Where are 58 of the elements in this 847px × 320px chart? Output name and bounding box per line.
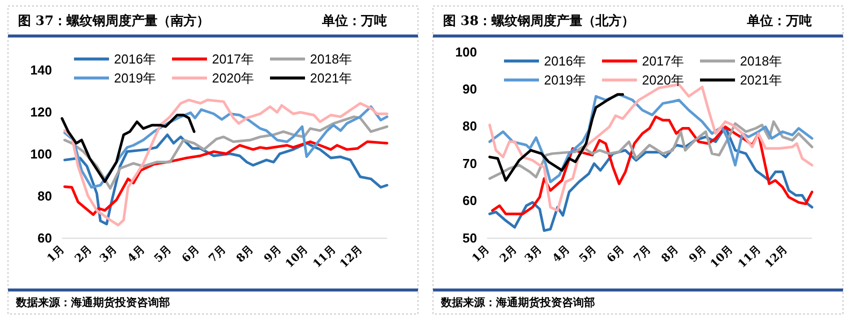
x-tick-label: 10月 [282,242,311,270]
legend-label: 2017年 [212,52,254,67]
source-note: 数据来源：海通期货投资咨询部 [440,296,595,309]
x-tick-label: 7月 [206,242,228,266]
y-tick-label: 80 [462,118,477,134]
legend-label: 2018年 [740,54,782,69]
chart-title: 图 38：螺纹钢周度产量（北方） [443,13,635,29]
x-tick-label: 12月 [762,242,790,270]
y-tick-label: 100 [455,44,477,60]
legend-label: 2017年 [642,54,684,69]
legend-label: 2021年 [310,70,352,86]
x-tick-label: 4月 [550,242,572,266]
y-tick-label: 100 [30,146,52,162]
y-tick-label: 60 [462,193,477,208]
chart-subtitle: 单位：万吨 [321,13,387,29]
x-tick-label: 4月 [124,242,148,266]
x-tick-label: 10月 [708,242,736,270]
legend-label: 2020年 [642,72,684,88]
x-tick-label: 9月 [686,242,709,266]
x-tick-label: 11月 [735,242,764,270]
x-tick-label: 5月 [152,242,174,266]
legend-label: 2020年 [212,70,254,86]
x-tick-label: 9月 [261,242,284,266]
y-tick-label: 50 [462,230,477,246]
line-series [488,120,814,180]
legend-label: 2021年 [740,72,782,88]
source-note: 数据来源：海通期货投资咨询部 [15,296,170,309]
line-series [63,98,388,226]
legend-label: 2016年 [114,52,156,67]
line-series [63,140,388,216]
y-tick-label: 60 [38,230,52,246]
x-tick-label: 2月 [72,242,95,266]
x-tick-label: 1月 [469,242,492,266]
line-series [488,93,624,182]
y-tick-label: 80 [38,188,52,204]
x-tick-label: 7月 [631,242,654,266]
x-tick-label: 2月 [497,242,520,266]
line-series [60,114,196,183]
legend-label: 2018年 [310,52,352,67]
legend-label: 2019年 [544,72,586,88]
chart-title: 图 37：螺纹钢周度产量（南方） [18,13,210,29]
x-tick-label: 6月 [604,242,627,266]
legend-label: 2019年 [114,70,156,86]
y-tick-label: 90 [462,81,477,96]
y-tick-label: 120 [30,104,52,120]
x-tick-label: 8月 [234,242,256,266]
x-tick-label: 12月 [337,242,366,270]
x-tick-label: 3月 [522,242,545,266]
y-tick-label: 70 [462,156,477,171]
y-tick-label: 140 [30,62,52,78]
x-tick-label: 8月 [658,242,682,266]
chart-subtitle: 单位：万吨 [746,13,812,29]
x-tick-label: 5月 [576,242,599,266]
x-tick-label: 6月 [179,242,202,266]
legend-label: 2016年 [544,54,586,69]
x-tick-label: 3月 [97,242,120,266]
x-tick-label: 1月 [44,242,67,266]
x-tick-label: 11月 [310,242,338,270]
